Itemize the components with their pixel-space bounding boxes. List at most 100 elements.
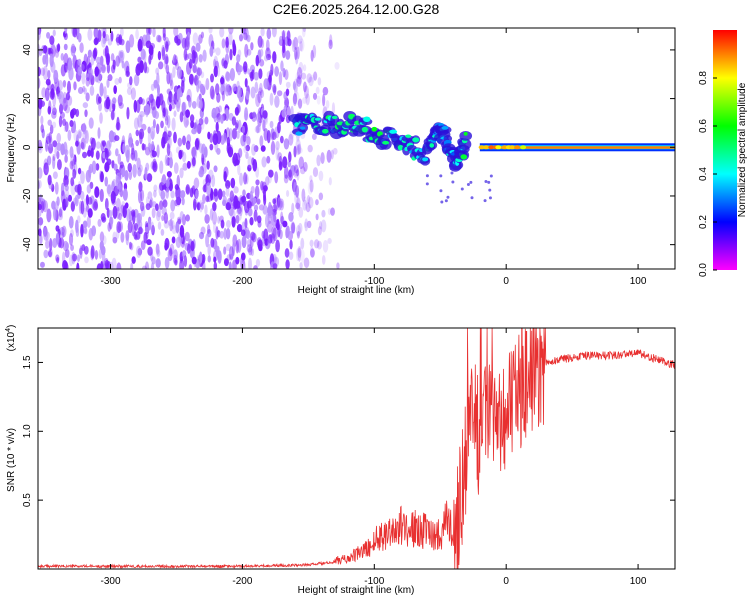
spectrogram-cell <box>45 239 50 249</box>
spectrogram-cell <box>80 223 84 238</box>
spectrogram-cell <box>82 220 88 229</box>
spectrogram-cell <box>183 48 188 61</box>
spectrogram-cell <box>60 64 66 77</box>
spectrogram-cell <box>97 127 101 139</box>
spectrogram-cell <box>282 39 286 54</box>
spectrogram-cell <box>264 213 270 228</box>
spectrogram-cell <box>244 78 248 88</box>
spectrogram-cell <box>272 198 277 205</box>
spectrogram-cell <box>175 221 180 234</box>
spectrogram-cell <box>263 78 269 90</box>
spectrogram-cell <box>281 30 287 37</box>
spectrogram-cell <box>293 181 297 196</box>
spectrogram-cell <box>330 149 334 160</box>
spectrogram-cell <box>201 260 206 269</box>
spectrogram-cell <box>133 149 138 162</box>
spectrogram-cell <box>201 155 206 166</box>
spectrogram-cell <box>106 78 110 89</box>
spectrogram-cell <box>151 207 156 219</box>
spectrogram-cell <box>270 140 276 155</box>
spectrogram-cell <box>260 145 266 152</box>
spectrogram-cell <box>208 169 214 181</box>
spectrogram-cell <box>179 211 184 220</box>
spectrogram-cell <box>71 159 76 172</box>
spectrogram-cell <box>332 147 338 155</box>
spectrogram-cell <box>299 166 306 175</box>
spectrogram-cell <box>299 262 303 269</box>
spectrogram-cell <box>95 163 100 171</box>
spectrogram-cell <box>209 85 215 100</box>
spectrogram-cell <box>312 167 319 178</box>
spectrogram-cell <box>296 67 303 80</box>
spectrogram-cell <box>104 198 109 211</box>
spectrogram-cell <box>280 211 284 225</box>
spectrogram-cell <box>129 242 134 251</box>
spectrogram-cell <box>143 231 148 244</box>
spectrogram-cell <box>295 51 299 65</box>
spectrogram-cell <box>195 119 199 133</box>
spectrogram-cell <box>241 221 246 232</box>
spectrogram-cell <box>102 48 108 57</box>
spectrogram-cell <box>251 143 257 156</box>
spectrogram-cell <box>135 99 141 113</box>
spectrogram-cell <box>198 54 203 63</box>
spectrogram-cell <box>203 146 208 158</box>
spectrogram-cell <box>196 202 201 211</box>
spectrogram-cell <box>56 150 60 160</box>
spectrogram-cell <box>185 35 190 48</box>
spectrogram-cell <box>122 205 127 219</box>
spectrogram-cell <box>151 140 155 151</box>
spectrogram-cell <box>99 240 104 251</box>
spectrogram-cell <box>150 197 154 208</box>
spectrogram-cell <box>156 72 160 87</box>
spectrogram-cell <box>150 126 156 140</box>
snr-y-ticks: 0.5 1.0 1.5 <box>22 355 675 507</box>
spectrogram-cell <box>269 120 274 129</box>
spectrogram-cell <box>101 216 107 223</box>
spectrogram-cell <box>441 126 449 130</box>
spectrogram-cell <box>156 123 160 135</box>
spectrogram-cell <box>38 142 43 154</box>
spectrogram-cell <box>135 129 140 137</box>
spectrogram-cell <box>314 117 321 121</box>
spectrogram-cell <box>279 229 283 240</box>
spectrogram-cell <box>110 53 115 62</box>
spectrogram-cell <box>211 174 216 188</box>
spectrogram-cell <box>84 256 89 264</box>
spectrogram-cell <box>173 110 177 117</box>
spectrogram-cell <box>159 160 164 174</box>
spectrogram-cell <box>229 48 233 61</box>
spectrogram-cell <box>219 215 224 223</box>
spectrogram-cell <box>140 48 146 60</box>
spectrogram-cell <box>302 64 307 72</box>
spectrogram-cell <box>39 233 43 245</box>
snr-panel: -300 -200 -100 0 100 0.5 1.0 1.5 Height of str… <box>5 325 676 596</box>
spectrogram-cell <box>201 84 207 95</box>
spectrogram-cell <box>82 85 86 93</box>
spectrogram-cell <box>328 177 332 186</box>
spectrogram-cell <box>244 107 249 121</box>
spectrogram-cell <box>255 93 261 108</box>
spectrogram-cell <box>255 112 261 123</box>
spectrogram-cell <box>223 246 227 255</box>
spectrogram-cell <box>127 162 133 173</box>
spectrogram-cell <box>52 154 56 162</box>
spectrogram-cell <box>285 225 290 238</box>
spectrogram-cell <box>261 156 267 168</box>
carrier-line-blob <box>495 145 502 150</box>
spectrogram-cell <box>306 73 312 83</box>
spectrogram-cell <box>38 43 41 58</box>
spectrogram-cell <box>257 239 263 250</box>
spectrogram-cell <box>215 83 220 96</box>
spectrogram-cell <box>58 208 63 218</box>
spectrogram-cell <box>141 265 148 269</box>
spectrogram-cell <box>300 237 305 250</box>
spectrogram-cell <box>168 247 173 257</box>
spectrogram-cell <box>77 167 82 175</box>
spectrogram-cell <box>130 152 135 160</box>
spectrogram-cell <box>106 63 111 74</box>
spectrogram-cell <box>145 203 151 211</box>
spectrogram-cell <box>58 237 65 249</box>
spectrogram-cell <box>293 145 297 158</box>
spectrogram-cell <box>122 143 126 153</box>
